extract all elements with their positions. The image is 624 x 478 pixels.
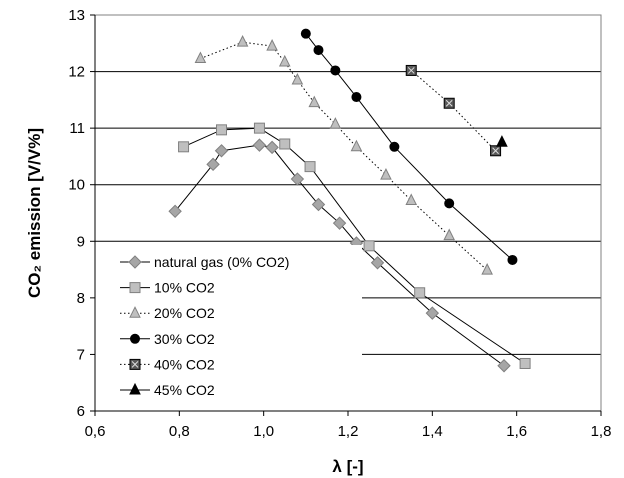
marker-cross bbox=[131, 361, 139, 368]
data-point-diamond bbox=[214, 144, 229, 158]
legend-background bbox=[110, 245, 362, 397]
data-point-circle bbox=[389, 141, 400, 152]
data-point-diamond bbox=[206, 157, 220, 172]
series bbox=[178, 122, 531, 369]
y-tick-label: 10 bbox=[68, 177, 85, 194]
y-tick-label: 11 bbox=[69, 120, 85, 137]
data-point-diamond bbox=[311, 197, 326, 212]
data-point-square-x bbox=[129, 358, 141, 370]
data-point-square bbox=[304, 161, 316, 173]
legend-item: natural gas (0% CO2) bbox=[120, 254, 289, 270]
data-point-triangle bbox=[129, 306, 141, 318]
x-tick-label: 1,0 bbox=[253, 423, 274, 440]
series bbox=[496, 135, 508, 147]
marker-cross bbox=[407, 67, 415, 74]
legend-item: 45% CO2 bbox=[120, 382, 215, 398]
data-point-square-x bbox=[443, 97, 455, 109]
x-tick-label: 1,8 bbox=[591, 423, 612, 440]
data-point-circle bbox=[351, 92, 362, 103]
data-point-triangle bbox=[278, 54, 291, 67]
legend-item: 10% CO2 bbox=[120, 280, 215, 296]
legend-item: 20% CO2 bbox=[120, 305, 215, 321]
legend: natural gas (0% CO2) 10% CO2 20% CO2 30% CO… bbox=[110, 245, 362, 398]
data-point-diamond bbox=[265, 140, 279, 155]
series-line bbox=[200, 41, 488, 271]
legend-item: 30% CO2 bbox=[120, 331, 215, 347]
series-line bbox=[183, 127, 526, 364]
data-point-diamond bbox=[252, 138, 267, 152]
y-tick-label: 9 bbox=[77, 233, 85, 250]
marker-cross bbox=[445, 99, 453, 107]
tick-labels: 6 7 8 9 10 11 12 13 0,6 0,8 1,0 1,2 1,4 1,6 1,8 bbox=[68, 7, 611, 440]
data-point-circle bbox=[507, 254, 518, 265]
legend-label: 30% CO2 bbox=[154, 331, 215, 347]
legend-label: 45% CO2 bbox=[154, 382, 215, 398]
x-tick-label: 1,2 bbox=[338, 423, 359, 440]
x-tick-label: 1,4 bbox=[422, 423, 443, 440]
data-point-triangle bbox=[129, 382, 141, 395]
data-point-triangle bbox=[405, 193, 418, 206]
x-tick-label: 0,6 bbox=[85, 423, 106, 440]
data-point-diamond bbox=[370, 256, 385, 270]
x-tick-label: 1,6 bbox=[506, 423, 527, 440]
data-point-triangle bbox=[443, 228, 456, 241]
data-point-square bbox=[129, 282, 141, 294]
data-point-triangle bbox=[380, 167, 392, 180]
y-tick-label: 13 bbox=[68, 7, 85, 24]
data-point-diamond bbox=[128, 255, 142, 269]
x-axis-title: λ [-] bbox=[332, 457, 363, 476]
series-group bbox=[168, 28, 531, 373]
y-tick-label: 6 bbox=[77, 403, 85, 420]
data-point-circle bbox=[300, 28, 311, 39]
y-tick-label: 12 bbox=[68, 64, 85, 81]
series-line bbox=[410, 70, 496, 152]
data-point-diamond bbox=[497, 359, 511, 373]
marker-cross bbox=[492, 147, 499, 155]
data-point-triangle bbox=[291, 72, 304, 85]
data-point-square bbox=[216, 124, 227, 136]
data-point-diamond bbox=[332, 216, 347, 230]
y-axis-title: CO₂ emission [V/V%] bbox=[25, 128, 44, 298]
series bbox=[194, 35, 493, 275]
data-point-circle bbox=[444, 198, 455, 209]
data-point-triangle bbox=[329, 117, 342, 129]
gridlines bbox=[95, 71, 601, 355]
series bbox=[405, 64, 502, 157]
data-point-triangle bbox=[194, 51, 207, 64]
data-point-triangle bbox=[308, 95, 321, 108]
data-point-square bbox=[279, 138, 291, 150]
axes bbox=[90, 14, 602, 416]
data-point-square bbox=[178, 141, 190, 153]
data-point-diamond bbox=[425, 306, 440, 320]
data-point-square bbox=[253, 122, 265, 134]
y-tick-label: 7 bbox=[77, 346, 85, 363]
data-point-triangle bbox=[236, 35, 249, 47]
data-point-square bbox=[414, 287, 426, 299]
x-tick-label: 0,8 bbox=[169, 423, 190, 440]
legend-label: natural gas (0% CO2) bbox=[154, 254, 289, 270]
data-point-circle bbox=[130, 333, 140, 344]
legend-label: 40% CO2 bbox=[154, 356, 215, 372]
data-point-diamond bbox=[168, 204, 182, 219]
data-point-triangle bbox=[481, 263, 493, 275]
data-point-diamond bbox=[290, 172, 305, 186]
legend-label: 20% CO2 bbox=[154, 305, 215, 321]
series bbox=[168, 138, 511, 373]
data-point-triangle bbox=[350, 139, 363, 152]
data-point-square-x bbox=[405, 64, 417, 76]
legend-item: 40% CO2 bbox=[120, 356, 215, 372]
data-point-square-x bbox=[490, 145, 502, 157]
y-tick-label: 8 bbox=[77, 290, 85, 307]
data-point-triangle bbox=[496, 135, 508, 147]
legend-label: 10% CO2 bbox=[154, 280, 215, 296]
data-point-square bbox=[519, 357, 531, 369]
series bbox=[300, 28, 518, 265]
data-point-circle bbox=[330, 65, 341, 76]
data-point-triangle bbox=[266, 38, 278, 51]
data-point-circle bbox=[313, 45, 324, 56]
data-point-square bbox=[363, 240, 375, 252]
